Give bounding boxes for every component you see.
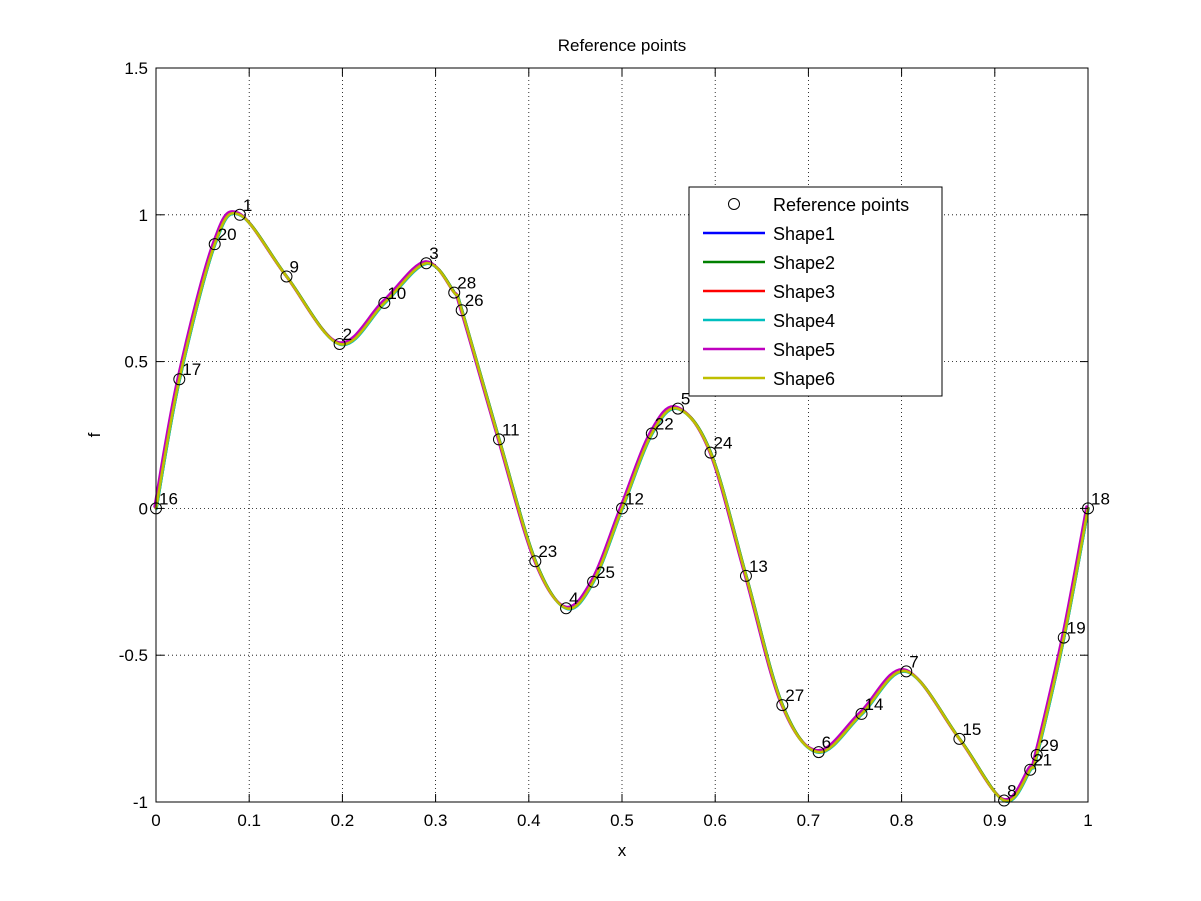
reference-point-label: 20 [218, 225, 237, 244]
x-tick-label: 0.7 [797, 811, 821, 830]
x-tick-label: 0.3 [424, 811, 448, 830]
reference-point-marker [998, 794, 1011, 807]
reference-point-marker [1024, 763, 1037, 776]
chart-title: Reference points [558, 36, 687, 55]
reference-point-marker [645, 427, 658, 440]
reference-point-marker [560, 602, 573, 615]
reference-point-marker [812, 746, 825, 759]
reference-point-label: 7 [909, 652, 918, 671]
reference-point-label: 19 [1067, 619, 1086, 638]
legend-label-shape3: Shape3 [773, 282, 835, 302]
legend-label-shape4: Shape4 [773, 311, 835, 331]
reference-point-marker [455, 304, 468, 317]
reference-point-label: 13 [749, 557, 768, 576]
reference-point-marker [492, 433, 505, 446]
reference-point-marker [173, 373, 186, 386]
x-tick-label: 0 [151, 811, 160, 830]
reference-point-marker [671, 402, 684, 415]
legend-label-shape2: Shape2 [773, 253, 835, 273]
reference-point-marker [420, 257, 433, 270]
plot-area [156, 68, 1088, 802]
y-tick-label: 1.5 [124, 59, 148, 78]
reference-point-label: 10 [387, 284, 406, 303]
reference-point-marker [233, 208, 246, 221]
y-tick-label: -0.5 [119, 646, 148, 665]
y-tick-label: -1 [133, 793, 148, 812]
reference-point-label: 5 [681, 390, 690, 409]
x-tick-label: 0.9 [983, 811, 1007, 830]
reference-point-label: 14 [865, 695, 884, 714]
axis-ticks: 0 0.1 0.2 0.3 0.4 0.5 0.6 0.7 0.8 0.9 1 -1 -0.5 0 0.5 1… [119, 59, 1093, 830]
x-tick-label: 0.6 [703, 811, 727, 830]
reference-point-marker [529, 555, 542, 568]
reference-point-marker [855, 707, 868, 720]
reference-point-label: 12 [625, 489, 644, 508]
x-tick-label: 0.8 [890, 811, 914, 830]
reference-point-marker [739, 569, 752, 582]
reference-point-label: 16 [159, 489, 178, 508]
reference-point-label: 18 [1091, 489, 1110, 508]
reference-point-marker [953, 732, 966, 745]
reference-point-label: 6 [822, 733, 831, 752]
legend-label-reference-points: Reference points [773, 195, 909, 215]
series-lines [153, 210, 1090, 803]
reference-point-label: 21 [1033, 751, 1052, 770]
reference-point-label: 25 [596, 563, 615, 582]
reference-point-marker [704, 446, 717, 459]
legend-label-shape5: Shape5 [773, 340, 835, 360]
reference-point-label: 17 [182, 360, 201, 379]
legend-marker-reference-points [728, 198, 740, 210]
reference-point-marker [587, 575, 600, 588]
legend-label-shape1: Shape1 [773, 224, 835, 244]
x-tick-label: 0.4 [517, 811, 541, 830]
reference-point-marker [448, 286, 461, 299]
x-tick-label: 0.5 [610, 811, 634, 830]
y-tick-label: 0.5 [124, 353, 148, 372]
series-line-shape6 [154, 211, 1090, 803]
reference-point-label: 1 [243, 196, 252, 215]
x-tick-label: 0.1 [237, 811, 261, 830]
reference-point-label: 4 [569, 589, 578, 608]
reference-point-label: 9 [289, 257, 298, 276]
reference-point-marker [378, 296, 391, 309]
x-tick-label: 0.2 [331, 811, 355, 830]
reference-point-marker [776, 699, 789, 712]
reference-point-label: 29 [1040, 736, 1059, 755]
reference-point-label: 26 [465, 291, 484, 310]
reference-point-marker [900, 665, 913, 678]
reference-point-label: 22 [655, 415, 674, 434]
reference-point-marker [333, 337, 346, 350]
y-tick-label: 0 [139, 499, 148, 518]
reference-point-label: 2 [343, 325, 352, 344]
reference-point-marker [208, 238, 221, 251]
reference-point-marker [1030, 749, 1043, 762]
reference-point-label: 8 [1007, 782, 1016, 801]
y-tick-label: 1 [139, 206, 148, 225]
reference-point-label: 28 [457, 274, 476, 293]
y-axis-label: f [85, 432, 104, 437]
legend-label-shape6: Shape6 [773, 369, 835, 389]
legend: Reference points Shape1 Shape2 Shape3 Shape4… [688, 186, 943, 397]
x-axis-label: x [618, 841, 627, 860]
reference-point-label: 27 [785, 686, 804, 705]
x-tick-label: 1 [1083, 811, 1092, 830]
reference-point-marker [280, 270, 293, 283]
reference-point-marker [616, 502, 628, 515]
reference-point-label: 24 [714, 434, 733, 453]
reference-point-label: 3 [429, 244, 438, 263]
reference-point-label: 15 [962, 720, 981, 739]
reference-point-marker [1057, 631, 1070, 644]
point-labels: 1617201921032826112342512225241327614715… [159, 196, 1110, 801]
reference-point-label: 23 [538, 542, 557, 561]
reference-point-label: 11 [502, 420, 520, 439]
